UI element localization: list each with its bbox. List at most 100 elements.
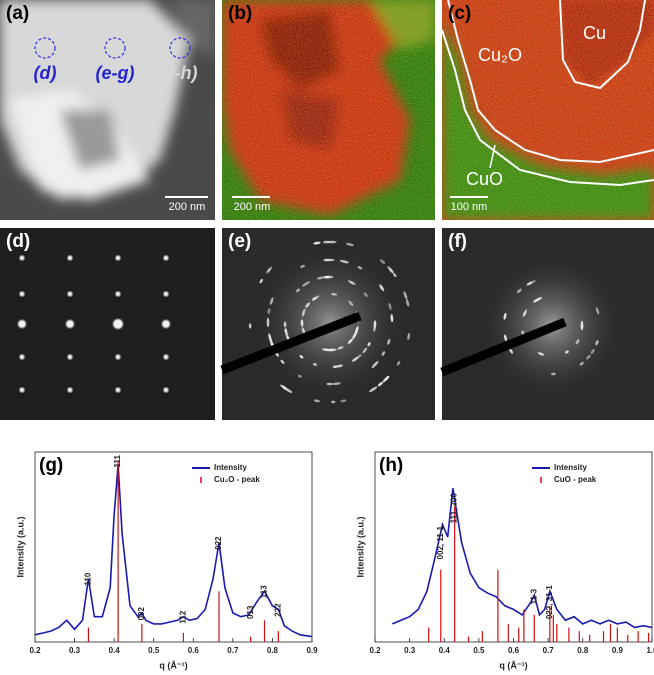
ring-spot [373,320,377,329]
x-tick-label: 0.4 [109,646,121,655]
ring-spot [300,319,304,327]
spot [19,354,25,360]
panel-label: (d) [6,231,30,252]
spot [19,387,25,393]
ring-spot [348,300,354,307]
ring-spot [575,339,580,345]
ring-spot [388,302,392,310]
ring-spot [586,354,591,360]
plot-frame [34,451,313,643]
ring-spot [369,386,378,393]
ring-spot [299,355,304,359]
ring-spot [345,242,354,247]
ring-spot [313,241,321,245]
ring-spot [298,374,302,378]
image-c [442,0,654,220]
peak-label: 111 [113,455,122,468]
panel-label: (a) [6,3,29,24]
region-label: CuO [466,169,503,189]
ring-spot [327,240,337,244]
ring-spot [363,292,368,298]
x-axis-label: q (Å⁻¹) [159,660,187,670]
image-e [220,228,435,420]
peak-label: 111, 200 [450,493,459,524]
ring-spot [280,384,289,391]
x-tick-label: 0.4 [439,646,451,655]
scale-label: 200 nm [169,201,206,213]
peak-label: 113 [260,585,269,598]
peak-label: 112 [179,610,188,623]
ring-spot [248,323,252,329]
spot [66,320,74,328]
ring-spot [300,264,305,269]
ring-spot [393,273,397,278]
ring-spot [284,328,288,334]
ring-spot [388,267,394,273]
diffraction-spots [18,255,170,393]
region-label: Cu [583,23,606,43]
spot [18,320,26,328]
x-tick-label: 1.0 [646,646,654,655]
ring-spot [357,266,363,270]
ring-spot [407,332,411,341]
spot [67,255,73,261]
scale-label: 200 nm [234,201,271,213]
ring-spot [379,259,386,265]
spot [115,387,121,393]
x-tick-label: 0.2 [29,646,41,655]
ring-spot [259,278,263,284]
ring-spot [371,360,379,369]
y-axis-label: Intensity (a.u.) [15,516,25,577]
ring-spot [387,338,391,345]
ring-spot [280,359,285,364]
x-axis-label: q (Å⁻¹) [499,660,527,670]
spot [163,255,169,261]
x-tick-label: 0.9 [306,646,318,655]
x-tick-label: 0.3 [69,646,81,655]
ring-spot [332,365,339,368]
peak-label: 002 [137,607,146,621]
x-tick-label: 0.6 [508,646,520,655]
x-tick-label: 0.3 [404,646,416,655]
ring-spot [296,288,300,293]
ring-spot [323,275,330,279]
ring-spot [396,360,401,366]
ring-spot [537,352,545,356]
ring-spot [337,346,344,350]
peak-label: 002, 11-1 [436,526,445,560]
ring-spot [595,340,599,346]
x-tick-label: 0.5 [148,646,160,655]
spot [162,320,170,328]
ring-spot [526,281,533,286]
ring-spot [301,327,305,334]
ring-spot [509,348,513,354]
spot [113,319,123,329]
ring-spot [390,314,394,323]
panel-label: (g) [39,455,63,476]
ring-spot [503,312,507,320]
ring-spot [503,334,508,342]
ring-spot [379,284,385,292]
legend-label: Cu₂O - peak [214,475,260,484]
ring-spot [269,297,274,305]
peak-label: 222 [273,603,282,617]
region-label: Cu₂O [478,45,522,65]
image-b [222,0,435,220]
peak-label: 022 [214,536,223,550]
marker-label: (f-h) [163,63,198,83]
ring-spot [362,347,368,354]
peak-label: 110 [84,572,93,585]
spot [163,354,169,360]
spot [19,291,25,297]
ring-spot [551,372,556,376]
ring-spot [579,361,584,366]
ring-spot [580,320,584,330]
panel-label: (h) [379,455,403,476]
plot-frame [374,451,653,643]
ring-spot [316,276,325,280]
ring-spot [322,348,331,352]
spot [163,387,169,393]
ring-spot [522,308,528,318]
ring-spot [367,342,371,347]
